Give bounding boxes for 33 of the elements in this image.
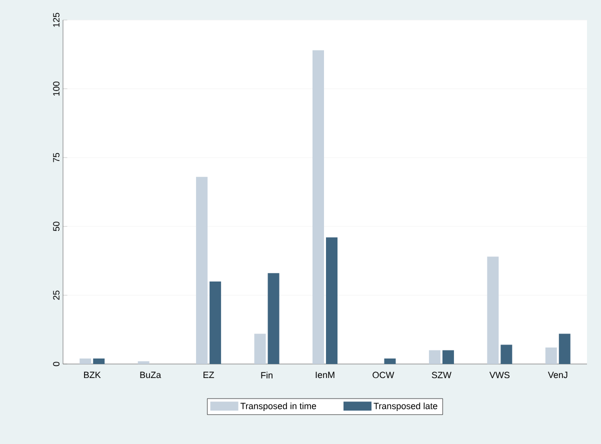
bar <box>210 281 222 364</box>
bar <box>487 256 499 364</box>
bar <box>93 358 105 364</box>
bar <box>254 334 266 364</box>
x-tick-label: BuZa <box>140 372 162 378</box>
y-tick-label: 75 <box>53 152 60 162</box>
x-tick-label: OCW <box>372 372 394 378</box>
y-tick-label: 50 <box>53 222 60 232</box>
bar <box>500 344 512 364</box>
bar <box>326 237 338 364</box>
legend-label: Transposed late <box>374 402 438 411</box>
bar <box>312 50 324 364</box>
x-tick-label: VWS <box>489 372 510 378</box>
y-tick-label: 125 <box>53 12 60 27</box>
bar <box>545 347 557 364</box>
x-tick-label: SZW <box>432 372 452 378</box>
bar <box>384 358 396 364</box>
bar <box>138 361 150 364</box>
y-tick-label: 25 <box>53 290 60 300</box>
bar <box>80 358 92 364</box>
legend-label: Transposed in time <box>240 402 316 411</box>
bar <box>428 350 440 364</box>
x-tick-label: EZ <box>204 372 214 378</box>
y-tick-label: 0 <box>53 362 60 366</box>
x-tick-label: BZK <box>84 372 101 378</box>
bar <box>196 176 208 364</box>
x-tick-label: IenM <box>316 372 334 378</box>
x-tick-label: Fin <box>261 372 272 378</box>
x-tick-label: VenJ <box>548 372 568 378</box>
bar <box>442 350 454 364</box>
y-tick-label: 100 <box>53 82 60 96</box>
bar <box>268 273 280 364</box>
bar <box>558 334 570 364</box>
